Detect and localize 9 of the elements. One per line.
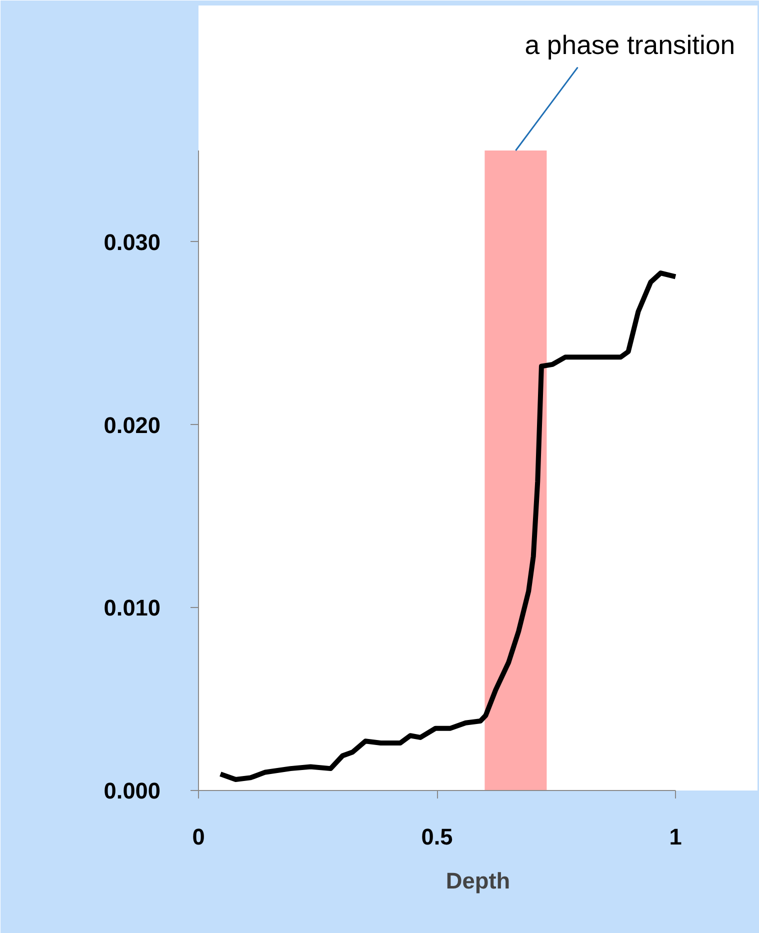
y-tick-label: 0.000 (104, 778, 161, 804)
y-tick-label: 0.020 (104, 412, 161, 438)
x-tick-label: 1 (669, 824, 682, 850)
x-axis-title: Depth (446, 868, 510, 894)
x-tick-label: 0.5 (421, 824, 453, 850)
band-label: a phase transition (524, 30, 736, 60)
x-tick-label: 0 (192, 824, 205, 850)
y-tick-label: 0.030 (104, 228, 161, 255)
y-tick-label: 0.010 (104, 594, 161, 621)
